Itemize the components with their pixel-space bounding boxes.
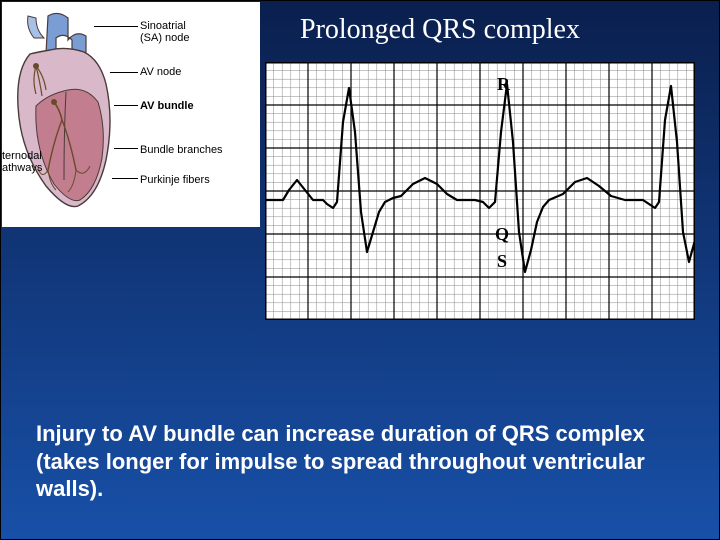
label-av-bundle: AV bundle (140, 100, 194, 112)
leader-av-node (110, 72, 138, 73)
heart-illustration (6, 10, 118, 220)
leader-av-bundle (114, 105, 138, 106)
svg-text:Q: Q (495, 224, 509, 244)
label-sa-node: Sinoatrial (SA) node (140, 20, 190, 44)
leader-purkinje (112, 178, 138, 179)
leader-branches (114, 148, 138, 149)
slide-title: Prolonged QRS complex (300, 14, 580, 46)
label-av-node: AV node (140, 66, 181, 78)
leader-sa (94, 26, 138, 27)
ecg-svg: R Q S (265, 62, 695, 320)
label-sa-line1: Sinoatrial (140, 20, 186, 32)
label-internodal: ternodal athways (2, 150, 42, 174)
label-bundle-branches: Bundle branches (140, 144, 223, 156)
slide-body-text: Injury to AV bundle can increase duratio… (36, 420, 676, 503)
svg-text:S: S (497, 251, 507, 271)
label-internodal-line2: athways (2, 162, 42, 174)
label-purkinje: Purkinje fibers (140, 174, 210, 186)
svg-text:R: R (497, 74, 511, 94)
heart-anatomy-diagram: Sinoatrial (SA) node AV node AV bundle B… (2, 2, 260, 227)
label-internodal-line1: ternodal (2, 150, 42, 162)
ecg-chart: R Q S (265, 62, 695, 320)
label-sa-line2: (SA) node (140, 32, 190, 44)
